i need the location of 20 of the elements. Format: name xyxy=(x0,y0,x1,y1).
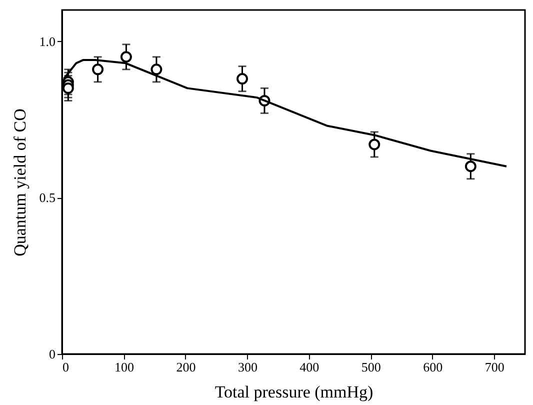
point xyxy=(464,160,476,172)
point xyxy=(62,82,74,94)
point xyxy=(120,51,132,63)
x-tick-label: 600 xyxy=(423,360,443,374)
x-tick-label: 300 xyxy=(238,360,258,374)
point xyxy=(150,64,162,76)
point xyxy=(368,138,380,150)
y-axis-title: Quantum yield of CO xyxy=(10,108,30,256)
point xyxy=(92,64,104,76)
x-axis-title: Total pressure (mmHg) xyxy=(214,382,374,402)
y-tick-label: 1.0 xyxy=(39,34,56,49)
x-tick-label: 200 xyxy=(176,360,196,374)
x-tick-label: 100 xyxy=(114,360,134,374)
x-tick-label: 0 xyxy=(62,360,69,374)
x-tick-label: 400 xyxy=(300,360,320,374)
x-tick-label: 500 xyxy=(361,360,381,374)
point xyxy=(236,73,248,85)
y-tick-label: 0 xyxy=(49,346,56,362)
y-tick-label: 0.5 xyxy=(39,190,56,206)
x-tick-label: 700 xyxy=(484,360,504,374)
